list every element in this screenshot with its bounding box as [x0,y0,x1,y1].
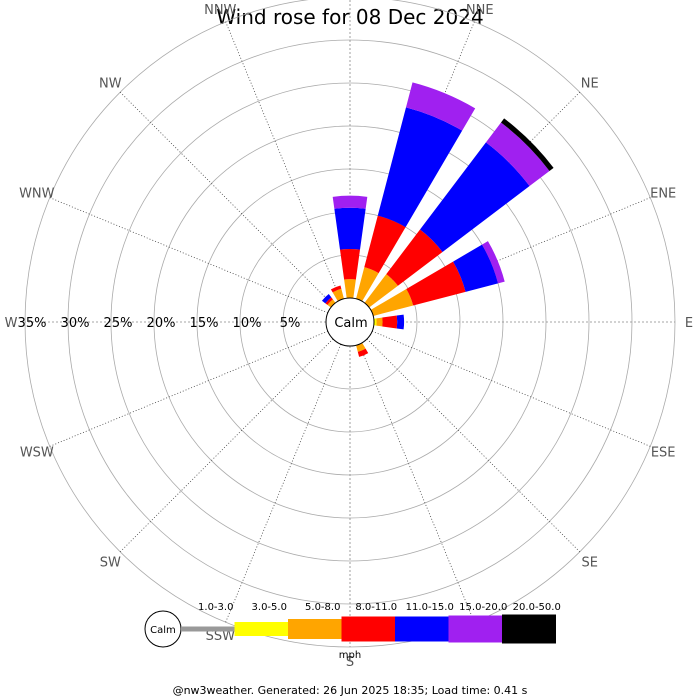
petal-nne-bin-2 [356,267,379,302]
direction-label-w: W [5,316,18,331]
petal-n-bin-3 [339,248,361,280]
grid-spoke [358,344,475,623]
petal-nw-bin-2 [327,299,336,308]
petal-n-bin-5 [332,195,368,209]
direction-label-nne: NNE [466,3,494,18]
ring-labels: 5% 10% 15% 20% 25% 30% 35% [18,316,301,331]
petal-ne-bin-5 [485,122,550,187]
ring-label: 35% [18,316,47,331]
petal-ene-bin-5 [481,241,505,284]
direction-label-ese: ESE [651,446,676,461]
legend-calm-label: Calm [150,625,176,636]
direction-label-sw: SW [100,556,121,571]
petal-nne-bin-4 [377,107,463,228]
petal-e-bin-1 [373,318,377,326]
legend-swatch-0 [181,626,235,632]
grid-spoke [372,197,651,314]
petal-ene-bin-2 [370,288,414,316]
direction-label-s: S [346,655,354,670]
direction-label-wsw: WSW [20,446,54,461]
ring-label: 5% [280,316,301,331]
petal-nw-bin-3 [325,297,333,305]
grid-spoke [225,344,342,623]
direction-label-ssw: SSW [206,629,236,644]
direction-label-ne: NE [581,76,599,91]
legend-bin-label: 3.0-5.0 [252,602,287,613]
legend-swatch-6 [502,614,556,644]
petal-nw-bin-4 [321,293,332,304]
grid-spoke [366,338,581,553]
grid-spoke [49,330,328,447]
direction-label-nnw: NNW [204,3,236,18]
legend-swatch-4 [395,616,449,642]
petal-ne-bin-4 [420,142,530,252]
petal-n-bin-4 [334,207,366,250]
petal-n-bin-2 [344,279,356,299]
wind-petals [321,82,554,357]
grid-spoke [119,91,334,306]
grid-spoke [225,21,342,300]
petal-e-bin-2 [376,317,383,327]
direction-label-nw: NW [99,76,122,91]
petal-sse-bin-2 [356,342,366,352]
legend-bin-label: 11.0-15.0 [406,602,454,613]
direction-label-ene: ENE [650,186,676,201]
grid-ring [110,82,590,562]
petal-nnw-bin-3 [330,285,342,293]
grid-spoke [119,338,334,553]
legend-swatch-2 [288,619,342,639]
petal-nne-bin-3 [364,215,406,274]
grid-spoke [49,197,328,314]
calm-circle: Calm [325,297,375,347]
legend-units: mph [339,650,361,661]
ring-label: 10% [233,316,262,331]
legend-bin-label: 1.0-3.0 [198,602,233,613]
legend-bin-label: 15.0-20.0 [459,602,507,613]
calm-label: Calm [334,316,367,331]
petal-ne-bin-6 [500,118,554,172]
ring-label: 20% [147,316,176,331]
legend-swatch-5 [448,615,503,643]
ring-label: 30% [61,316,90,331]
petal-ne-bin-2 [364,274,398,308]
grid-spoke [372,330,651,447]
legend-swatch-1 [234,622,289,636]
petal-e-bin-3 [382,315,398,329]
petal-nnw-bin-2 [332,288,344,302]
legend-bin-label: 8.0-11.0 [355,602,397,613]
direction-label-se: SE [581,556,597,571]
petal-e-bin-4 [396,314,405,330]
petal-ene-bin-4 [453,244,499,292]
ring-label: 15% [190,316,219,331]
direction-label-wnw: WNW [19,186,55,201]
petal-nne-bin-5 [406,82,476,131]
legend-bin-label: 5.0-8.0 [305,602,340,613]
petal-ne-bin-3 [386,229,443,286]
footer-text: @nw3weather. Generated: 26 Jun 2025 18:3… [173,684,528,697]
ring-label: 25% [104,316,133,331]
direction-label-e: E [685,316,693,331]
legend: Calm mph 1.0-3.0 3.0-5.0 5.0-8.0 8.0-11.0 11… [144,602,561,661]
petal-ene-bin-3 [406,261,466,306]
legend-bin-label: 20.0-50.0 [513,602,561,613]
legend-swatch-3 [341,616,396,642]
petal-sse-bin-3 [357,348,369,357]
